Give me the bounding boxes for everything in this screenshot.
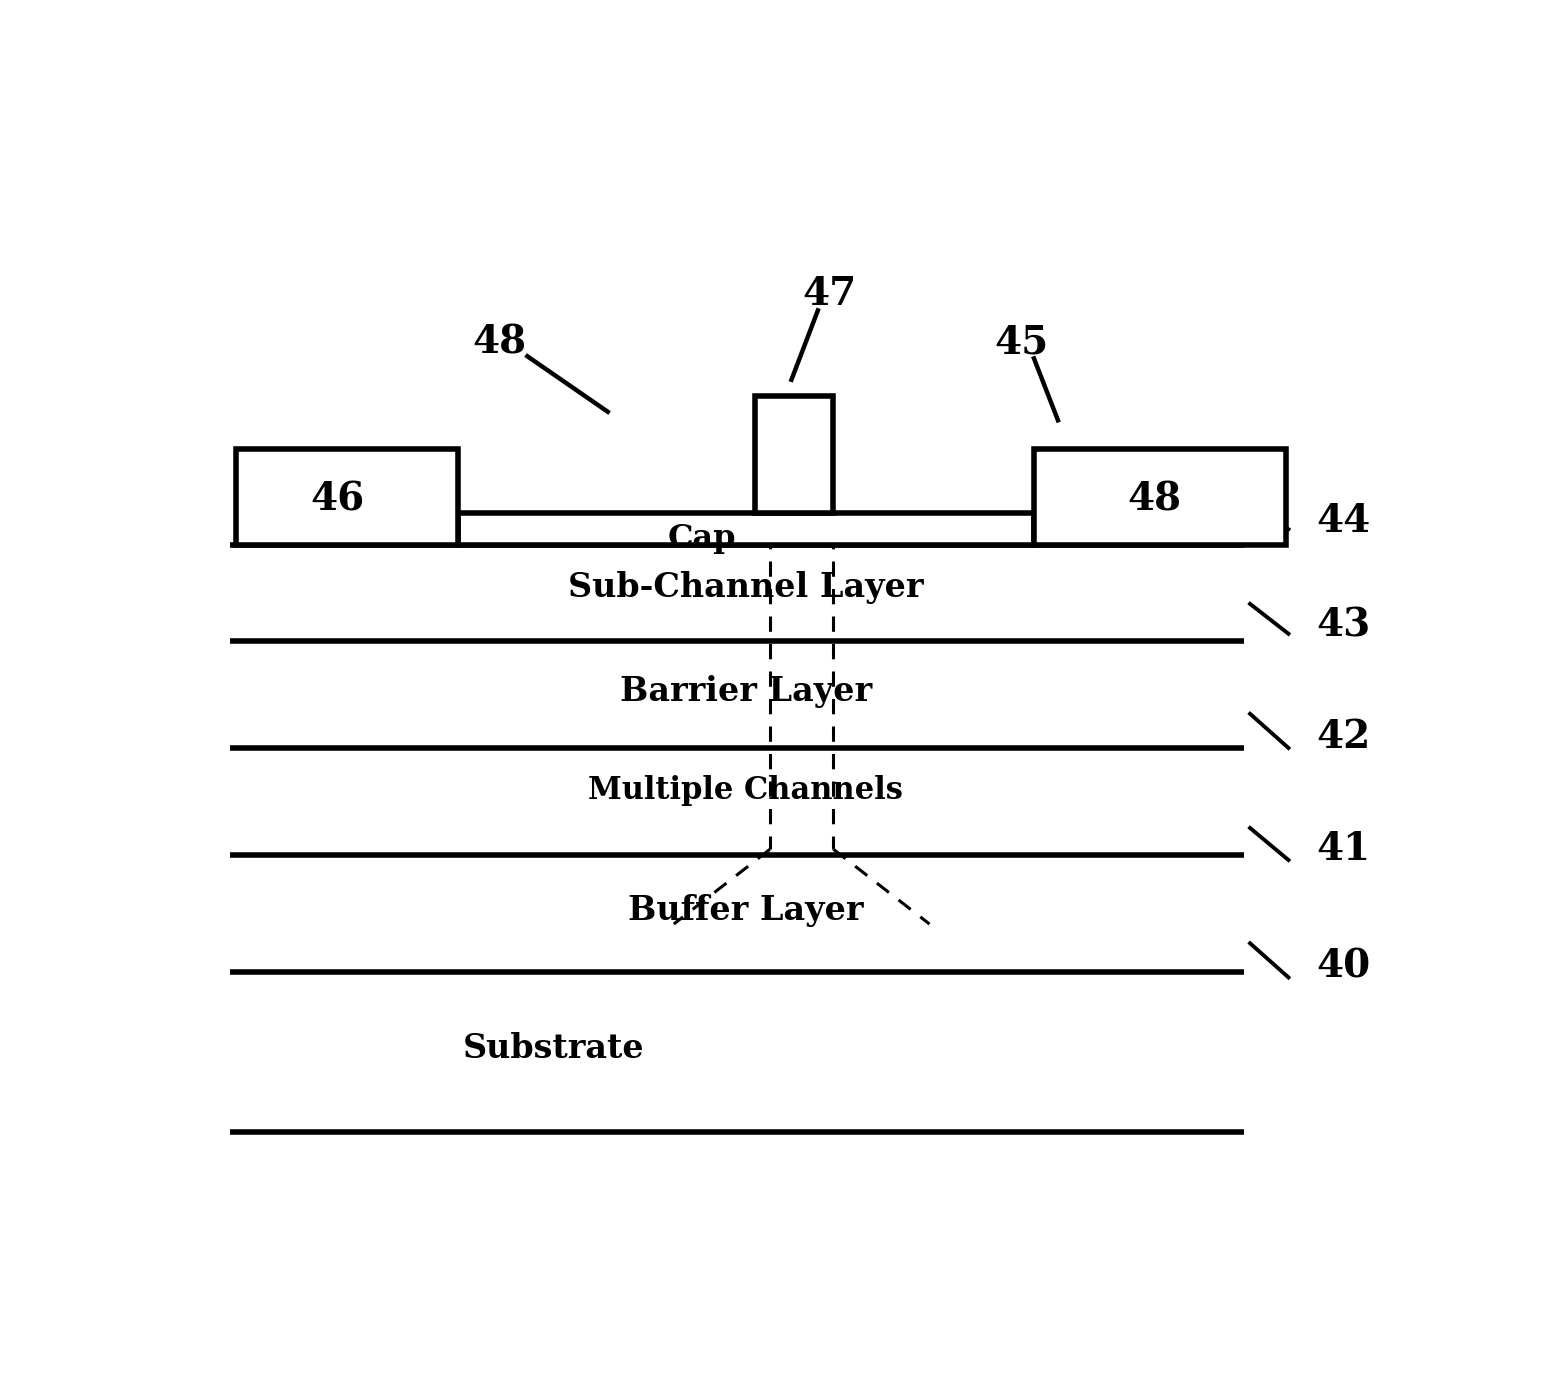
- Text: 40: 40: [1317, 948, 1371, 985]
- Text: 43: 43: [1317, 606, 1371, 644]
- Text: 47: 47: [802, 276, 857, 313]
- Text: Buffer Layer: Buffer Layer: [627, 894, 864, 927]
- Bar: [756, 396, 833, 513]
- Text: 48: 48: [1128, 481, 1180, 518]
- Text: Substrate: Substrate: [463, 1033, 644, 1066]
- Bar: [459, 513, 1035, 545]
- Text: Cap: Cap: [668, 524, 736, 554]
- Text: Sub-Channel Layer: Sub-Channel Layer: [568, 571, 923, 604]
- Text: Multiple Channels: Multiple Channels: [589, 775, 903, 807]
- Text: 42: 42: [1317, 718, 1371, 757]
- Text: Barrier Layer: Barrier Layer: [620, 675, 872, 708]
- Text: 41: 41: [1317, 830, 1371, 869]
- Text: 44: 44: [1317, 502, 1371, 539]
- Bar: [1035, 449, 1286, 545]
- Text: 45: 45: [994, 323, 1049, 362]
- Text: 48: 48: [472, 323, 527, 362]
- Bar: [235, 449, 459, 545]
- Text: 46: 46: [310, 481, 366, 518]
